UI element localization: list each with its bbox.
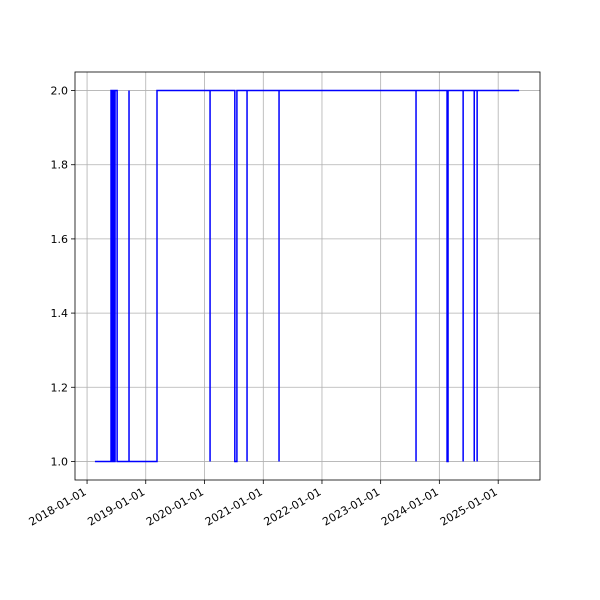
x-tick-label: 2019-01-01 <box>85 485 147 528</box>
x-tick-label: 2025-01-01 <box>438 485 500 528</box>
y-tick-label: 1.6 <box>51 233 69 246</box>
y-tick-label: 1.4 <box>51 307 69 320</box>
x-tick-label: 2023-01-01 <box>320 485 382 528</box>
x-tick-label: 2024-01-01 <box>379 485 441 528</box>
plot-frame <box>74 71 541 481</box>
data-line <box>94 89 520 463</box>
x-tick-label: 2021-01-01 <box>203 485 265 528</box>
y-tick-label: 1.2 <box>51 381 69 394</box>
x-tick-label: 2020-01-01 <box>144 485 206 528</box>
y-tick-label: 2.0 <box>51 85 69 98</box>
grid <box>75 72 540 480</box>
y-tick-label: 1.0 <box>51 455 69 468</box>
y-tick-label: 1.8 <box>51 159 69 172</box>
x-tick-label: 2022-01-01 <box>262 485 324 528</box>
x-tick-label: 2018-01-01 <box>27 485 89 528</box>
